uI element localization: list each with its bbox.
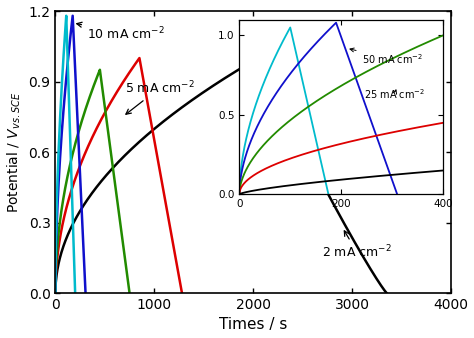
Text: 2 mA cm$^{-2}$: 2 mA cm$^{-2}$ [322, 231, 392, 261]
X-axis label: Times / s: Times / s [219, 317, 287, 333]
Y-axis label: Potential / $V_{vs.SCE}$: Potential / $V_{vs.SCE}$ [6, 92, 23, 213]
Text: 5 mA cm$^{-2}$: 5 mA cm$^{-2}$ [125, 80, 194, 114]
Text: 10 mA cm$^{-2}$: 10 mA cm$^{-2}$ [77, 22, 164, 42]
